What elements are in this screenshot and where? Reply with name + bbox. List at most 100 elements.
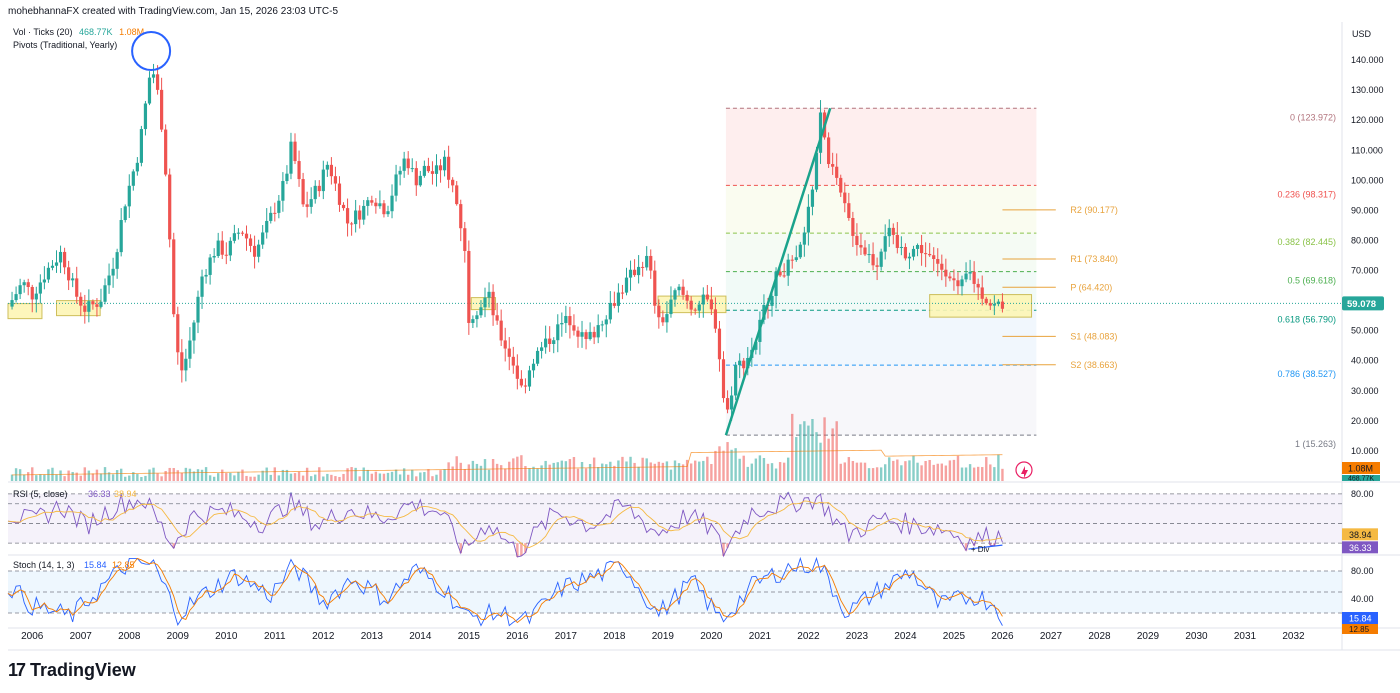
candle[interactable]	[257, 244, 261, 257]
candle[interactable]	[507, 348, 511, 357]
candle[interactable]	[341, 204, 346, 209]
candle[interactable]	[919, 244, 924, 254]
candle[interactable]	[657, 305, 661, 318]
candle[interactable]	[608, 303, 612, 320]
candle[interactable]	[261, 232, 265, 245]
candle[interactable]	[107, 275, 111, 286]
candle[interactable]	[709, 299, 713, 310]
candle[interactable]	[374, 202, 378, 207]
candle[interactable]	[103, 285, 107, 302]
candle[interactable]	[184, 358, 188, 371]
candle[interactable]	[358, 210, 362, 220]
candle[interactable]	[224, 254, 228, 256]
rsi-line[interactable]	[7, 491, 1003, 558]
candle[interactable]	[301, 179, 305, 205]
candle[interactable]	[10, 300, 14, 307]
candle[interactable]	[616, 292, 621, 306]
candle[interactable]	[30, 286, 34, 300]
pivots-legend[interactable]: Pivots (Traditional, Yearly)	[13, 40, 117, 50]
candle[interactable]	[378, 203, 382, 207]
candle[interactable]	[665, 314, 669, 323]
candle[interactable]	[269, 212, 273, 221]
candle[interactable]	[661, 317, 665, 323]
candle[interactable]	[895, 234, 899, 248]
candle[interactable]	[455, 185, 459, 205]
candle[interactable]	[907, 256, 912, 259]
candle[interactable]	[572, 325, 576, 331]
candle[interactable]	[434, 165, 439, 174]
candle[interactable]	[677, 286, 681, 291]
candle[interactable]	[964, 273, 968, 280]
candle[interactable]	[119, 220, 123, 253]
candle[interactable]	[325, 164, 329, 170]
candle[interactable]	[297, 161, 301, 180]
candle[interactable]	[632, 269, 637, 276]
candle[interactable]	[903, 246, 908, 259]
candle[interactable]	[996, 301, 1000, 305]
stoch-k-line[interactable]	[7, 556, 1003, 627]
candle[interactable]	[693, 309, 697, 311]
candle[interactable]	[924, 253, 928, 255]
candle[interactable]	[252, 245, 257, 257]
candle[interactable]	[968, 271, 972, 274]
candle[interactable]	[26, 282, 30, 287]
candle[interactable]	[883, 236, 887, 252]
candle[interactable]	[430, 171, 435, 174]
candle[interactable]	[208, 257, 212, 275]
candle[interactable]	[95, 304, 99, 307]
candle[interactable]	[697, 304, 701, 311]
candle[interactable]	[155, 74, 160, 90]
candle[interactable]	[992, 304, 996, 306]
candle[interactable]	[75, 278, 79, 297]
candle[interactable]	[398, 170, 402, 175]
candle[interactable]	[560, 323, 564, 325]
candle[interactable]	[519, 378, 523, 386]
candle[interactable]	[418, 175, 422, 186]
candle[interactable]	[915, 244, 920, 249]
candle[interactable]	[394, 174, 398, 196]
candle[interactable]	[236, 232, 241, 234]
candle[interactable]	[196, 296, 200, 323]
candle[interactable]	[831, 164, 835, 167]
candle[interactable]	[600, 324, 604, 326]
candle[interactable]	[321, 169, 325, 192]
candle[interactable]	[928, 253, 932, 256]
candle[interactable]	[980, 287, 984, 299]
candle[interactable]	[729, 395, 734, 410]
candle[interactable]	[83, 305, 87, 312]
candle[interactable]	[786, 259, 790, 276]
candle[interactable]	[956, 280, 960, 287]
candle[interactable]	[891, 227, 895, 235]
candle[interactable]	[147, 77, 152, 104]
candle[interactable]	[46, 267, 51, 280]
candle[interactable]	[172, 239, 176, 315]
candle[interactable]	[588, 331, 592, 340]
candle[interactable]	[329, 164, 333, 177]
candle[interactable]	[689, 300, 693, 310]
candle[interactable]	[135, 162, 139, 172]
candle[interactable]	[637, 266, 641, 276]
candle[interactable]	[410, 168, 414, 170]
candle[interactable]	[734, 365, 738, 396]
candle[interactable]	[91, 301, 95, 305]
support-zone-box[interactable]	[7, 303, 43, 320]
candle[interactable]	[131, 171, 135, 186]
candle[interactable]	[79, 296, 83, 306]
candle[interactable]	[523, 385, 528, 387]
support-zone-box[interactable]	[929, 294, 1033, 318]
candle[interactable]	[576, 330, 580, 337]
candle[interactable]	[944, 269, 948, 277]
candle[interactable]	[447, 156, 451, 180]
candle[interactable]	[855, 235, 859, 246]
circle-annotation[interactable]	[131, 31, 172, 72]
candle[interactable]	[248, 238, 253, 246]
candle[interactable]	[151, 74, 156, 78]
candle[interactable]	[309, 199, 313, 207]
candle[interactable]	[232, 233, 236, 241]
candle[interactable]	[487, 291, 491, 298]
candle[interactable]	[475, 315, 479, 320]
candle[interactable]	[604, 319, 608, 325]
candle[interactable]	[459, 204, 463, 229]
candle[interactable]	[738, 360, 742, 366]
